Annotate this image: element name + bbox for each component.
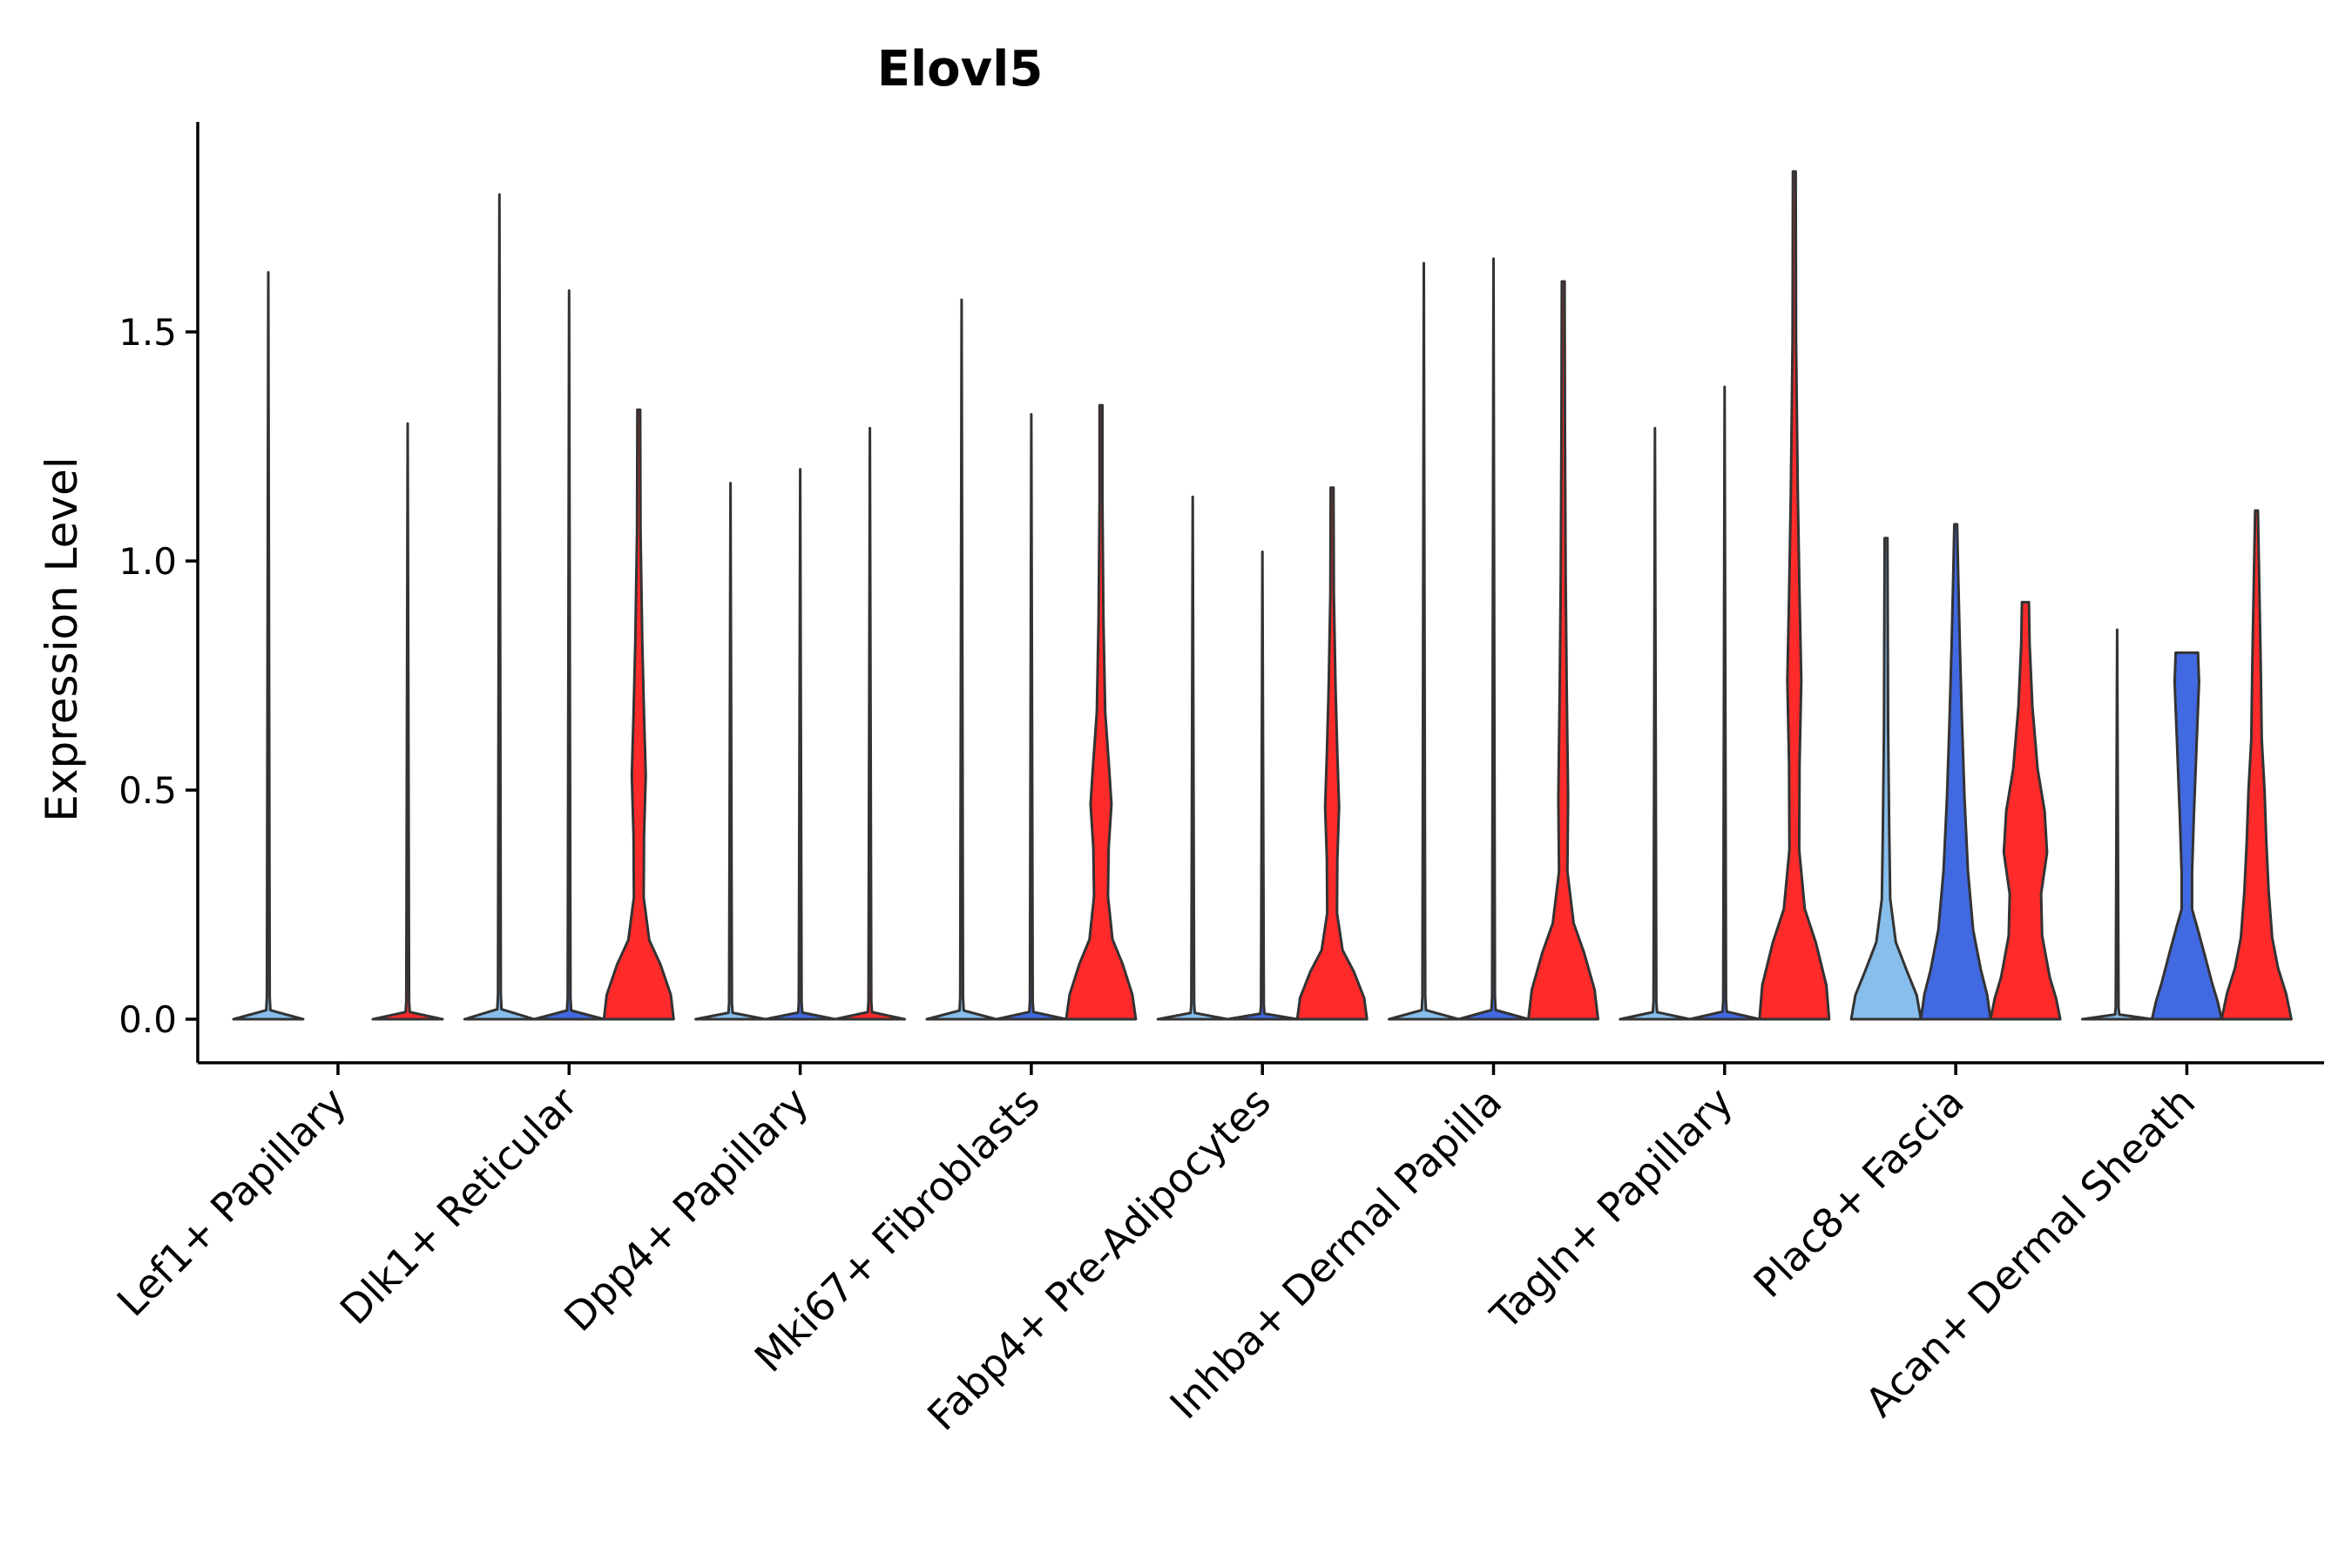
y-tick-label-0: 0.0 — [118, 998, 177, 1041]
violin-3-2 — [1064, 403, 1138, 1021]
x-tick-label-0: Lef1+ Papillary — [108, 1078, 355, 1326]
violin-8-2 — [2220, 509, 2293, 1021]
violin-layer — [232, 170, 2293, 1021]
violin-6-1 — [1688, 385, 1761, 1021]
y-tick-label-1: 0.5 — [118, 769, 177, 812]
violin-5-2 — [1527, 280, 1599, 1021]
violin-0-2 — [371, 422, 444, 1021]
y-tick-label-3: 1.5 — [118, 311, 177, 354]
violin-5-1 — [1457, 257, 1530, 1021]
violin-1-0 — [463, 193, 536, 1021]
violin-8-1 — [2150, 651, 2223, 1021]
violin-4-1 — [1226, 550, 1299, 1021]
violin-7-2 — [1989, 600, 2062, 1021]
x-tick-label-7: Plac8+ Fascia — [1744, 1078, 1972, 1307]
violin-8-0 — [2080, 628, 2153, 1021]
violin-1-1 — [532, 289, 605, 1021]
violin-4-0 — [1156, 495, 1229, 1021]
violin-3-1 — [995, 413, 1068, 1021]
violin-7-1 — [1919, 523, 1992, 1021]
chart-title: Elovl5 — [877, 41, 1044, 98]
violin-7-0 — [1849, 537, 1923, 1021]
x-tick-label-1: Dlk1+ Reticular — [331, 1078, 586, 1334]
violin-0-0 — [232, 271, 305, 1021]
violin-2-0 — [694, 482, 767, 1021]
violin-3-0 — [925, 298, 998, 1021]
y-axis-label: Expression Level — [37, 456, 87, 821]
violin-5-0 — [1388, 261, 1460, 1021]
violin-6-2 — [1758, 170, 1831, 1021]
violin-4-2 — [1295, 486, 1369, 1021]
violin-2-2 — [834, 426, 907, 1021]
violin-1-2 — [602, 408, 675, 1021]
x-tick-label-6: Tagln+ Papillary — [1481, 1078, 1742, 1340]
violin-2-1 — [764, 468, 837, 1021]
y-tick-label-2: 1.0 — [118, 540, 177, 583]
violin-6-0 — [1619, 426, 1692, 1021]
x-tick-label-2: Dpp4+ Papillary — [555, 1078, 817, 1341]
